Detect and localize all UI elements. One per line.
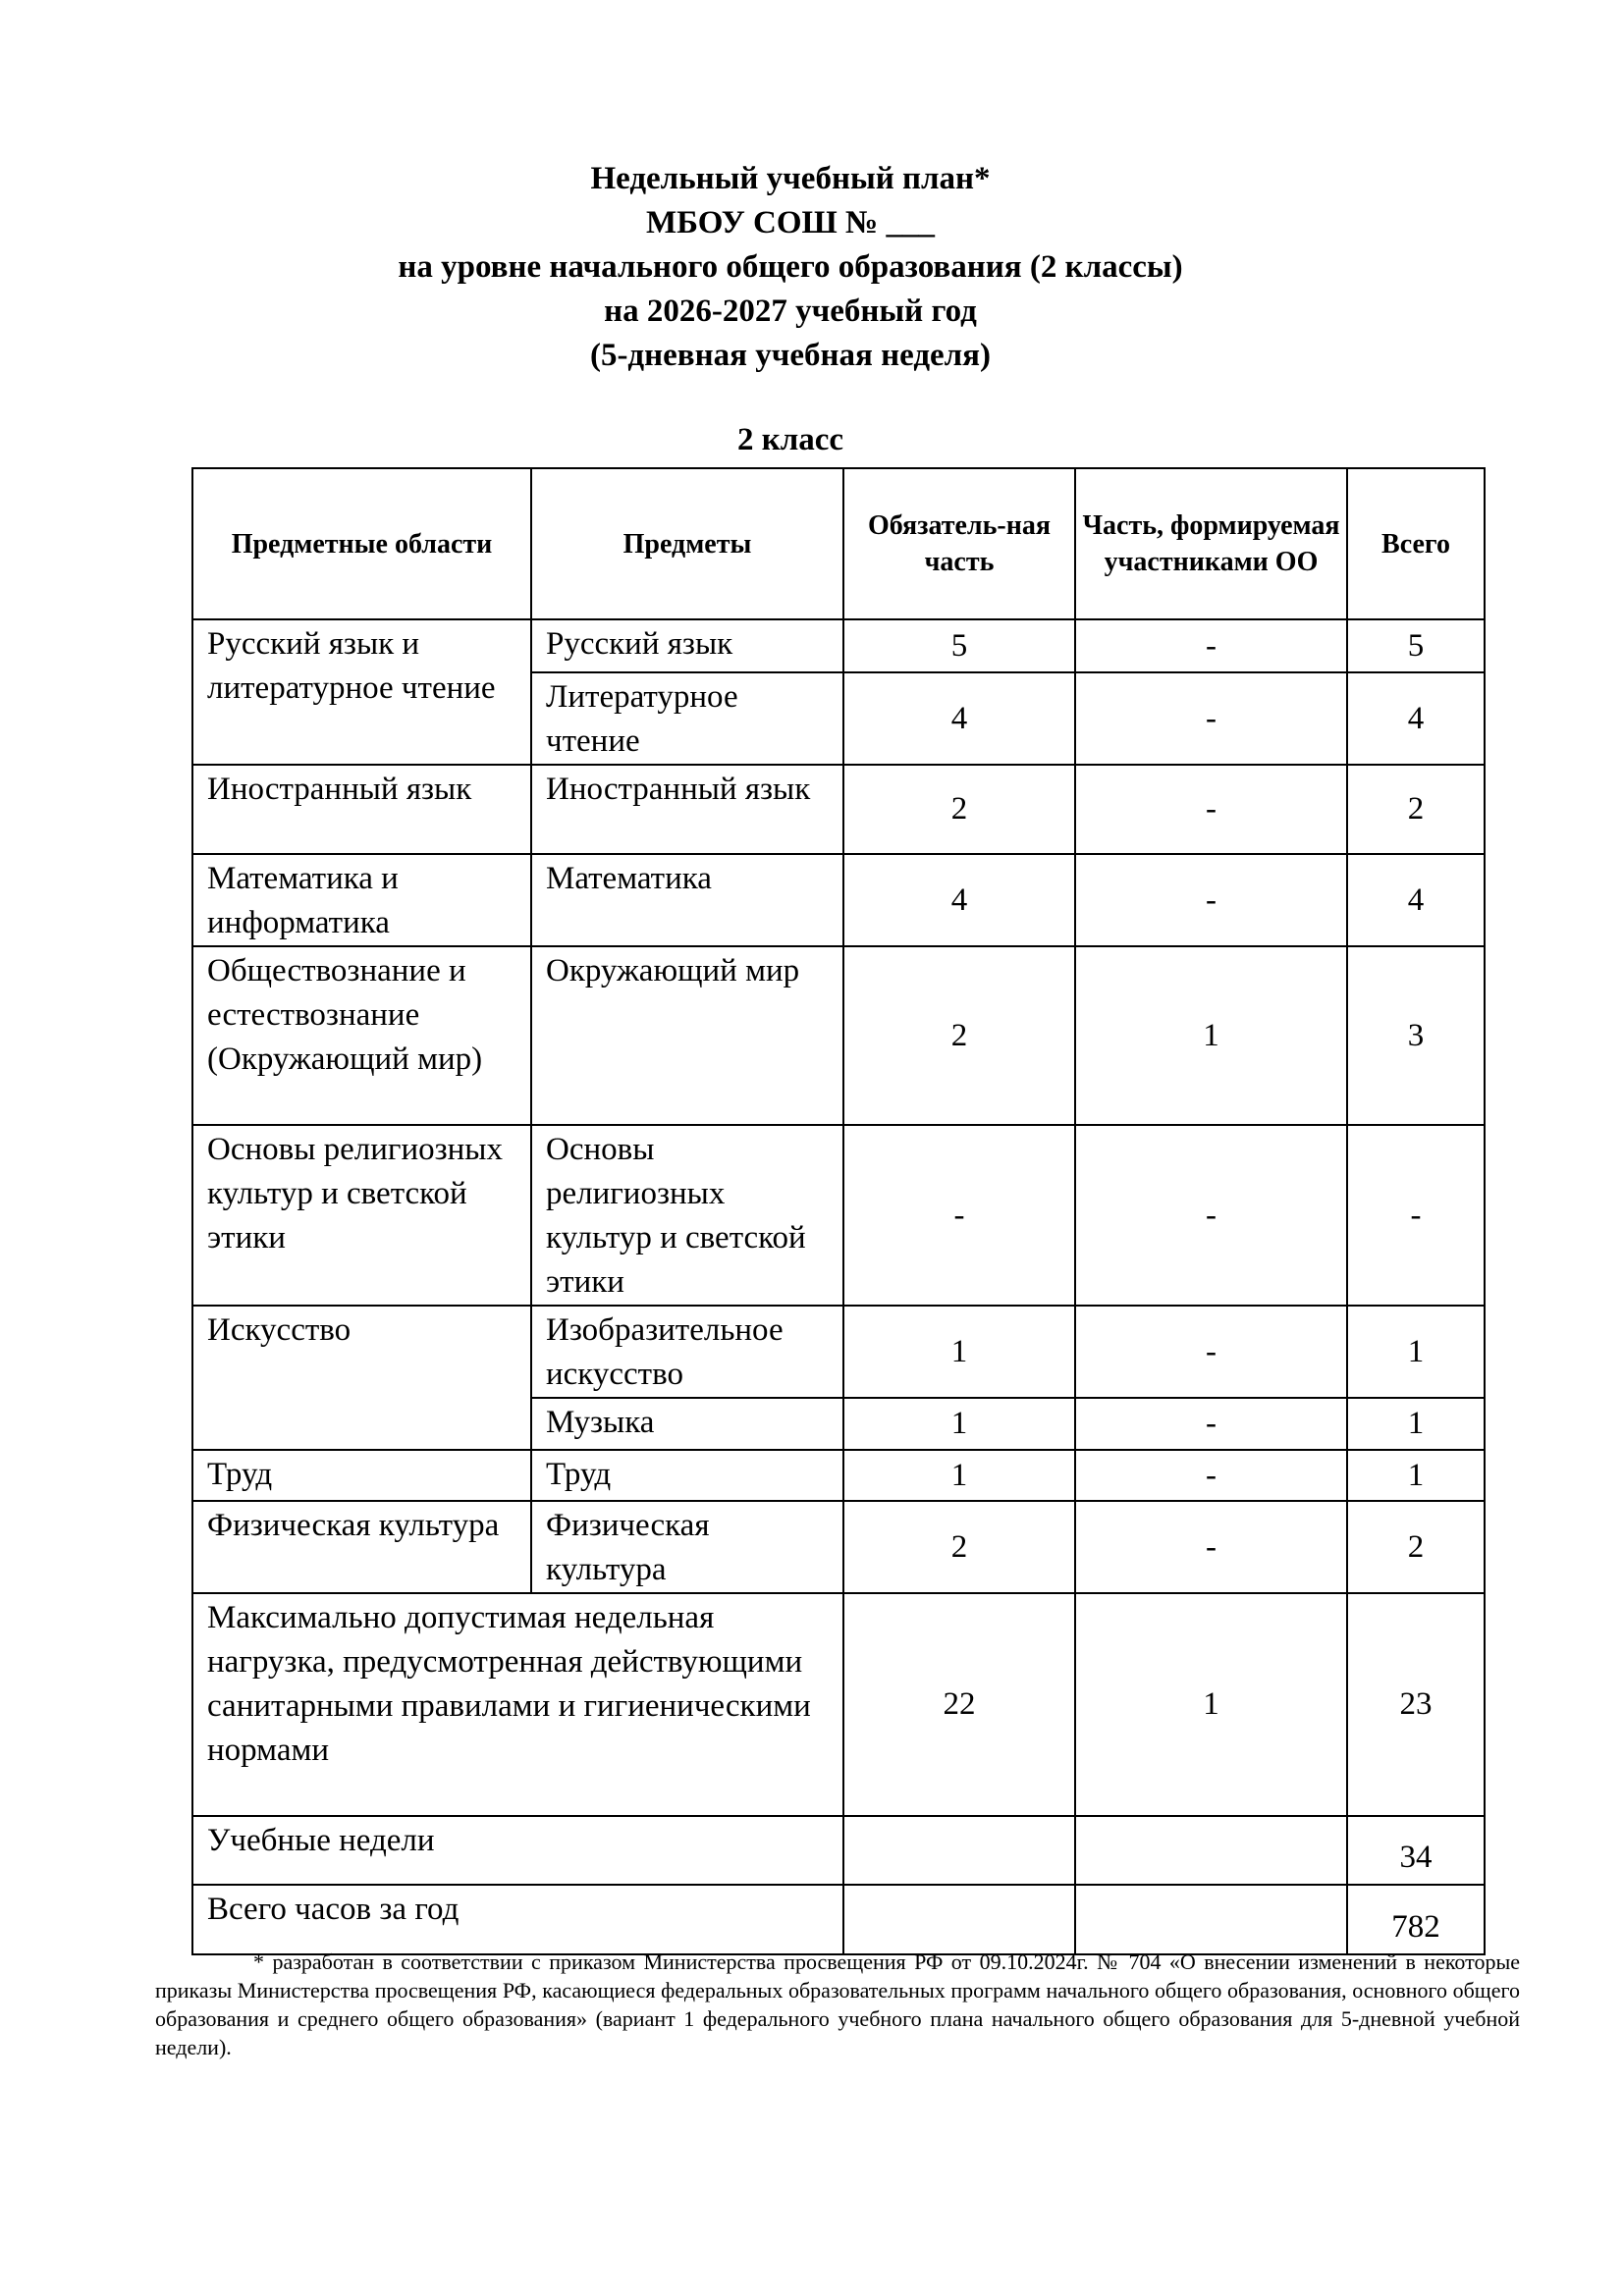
mandatory-cell: 2 — [842, 1500, 1076, 1594]
optional-cell: - — [1074, 853, 1348, 947]
total-cell: 34 — [1346, 1815, 1486, 1886]
subject-cell: Русский язык — [530, 618, 844, 673]
title-line: на 2026-2027 учебный год — [604, 294, 977, 329]
total-cell: - — [1346, 1124, 1486, 1307]
title-line: на уровне начального общего образования … — [398, 249, 1183, 285]
table-row: Физическая культура Физическая культура … — [191, 1500, 1486, 1594]
optional-cell: - — [1074, 618, 1348, 673]
optional-cell: - — [1074, 1397, 1348, 1451]
footnote-text: * разработан в соответствии с приказом М… — [155, 1949, 1520, 2059]
area-cell: Иностранный язык — [191, 764, 532, 855]
table-row: Обществознание и естествознание (Окружаю… — [191, 945, 1486, 1126]
total-cell: 3 — [1346, 945, 1486, 1126]
total-cell: 23 — [1346, 1592, 1486, 1817]
max-load-row: Максимально допустимая недельная нагрузк… — [191, 1592, 1486, 1817]
header-cell: Часть, формируемая участниками ОО — [1074, 467, 1348, 620]
title-line: Недельный учебный план* — [590, 161, 991, 196]
total-cell: 1 — [1346, 1397, 1486, 1451]
optional-cell: 1 — [1074, 945, 1348, 1126]
area-cell: Физическая культура — [191, 1500, 532, 1594]
mandatory-cell: 2 — [842, 764, 1076, 855]
table-row: Искусство Изобразительное искусство 1 - … — [191, 1305, 1486, 1451]
footnote: * разработан в соответствии с приказом М… — [155, 1948, 1520, 2061]
table-row: Труд Труд 1 - 1 — [191, 1449, 1486, 1502]
total-cell: 1 — [1346, 1449, 1486, 1502]
optional-cell: 1 — [1074, 1592, 1348, 1817]
empty-cell — [842, 1884, 1076, 1955]
optional-cell: - — [1074, 1449, 1348, 1502]
subject-cell: Окружающий мир — [530, 945, 844, 1126]
area-cell: Русский язык и литературное чтение — [191, 618, 532, 766]
area-cell: Математика и информатика — [191, 853, 532, 947]
optional-cell: - — [1074, 1500, 1348, 1594]
max-load-label: Максимально допустимая недельная нагрузк… — [191, 1592, 844, 1817]
year-total-label: Всего часов за год — [191, 1884, 844, 1955]
area-cell: Обществознание и естествознание (Окружаю… — [191, 945, 532, 1126]
optional-cell: - — [1074, 671, 1348, 766]
subject-cell: Изобразительное искусство — [530, 1305, 844, 1399]
area-cell: Труд — [191, 1449, 532, 1502]
subject-cell: Основы религиозных культур и светской эт… — [530, 1124, 844, 1307]
total-cell: 4 — [1346, 671, 1486, 766]
total-cell: 782 — [1346, 1884, 1486, 1955]
subject-cell: Физическая культура — [530, 1500, 844, 1594]
table-row: Русский язык и литературное чтение Русск… — [191, 618, 1486, 766]
title-line: МБОУ СОШ № ___ — [646, 205, 935, 240]
mandatory-cell: 1 — [842, 1305, 1076, 1399]
weeks-row: Учебные недели 34 — [191, 1815, 1486, 1886]
mandatory-cell: 2 — [842, 945, 1076, 1126]
curriculum-table: Предметные области Предметы Обязатель-на… — [191, 467, 1486, 1955]
header-cell: Обязатель-ная часть — [842, 467, 1076, 620]
mandatory-cell: 5 — [842, 618, 1076, 673]
header-cell: Предметы — [530, 467, 844, 620]
total-cell: 2 — [1346, 1500, 1486, 1594]
total-cell: 4 — [1346, 853, 1486, 947]
area-cell: Основы религиозных культур и светской эт… — [191, 1124, 532, 1307]
subject-cell: Иностранный язык — [530, 764, 844, 855]
subject-cell: Математика — [530, 853, 844, 947]
year-total-row: Всего часов за год 782 — [191, 1884, 1486, 1955]
table-row: Музыка 1 - 1 — [192, 1397, 1486, 1451]
table-row: Литературное чтение 4 - 4 — [192, 671, 1486, 766]
total-cell: 2 — [1346, 764, 1486, 855]
grade-heading: 2 класс — [736, 422, 844, 457]
subject-cell: Музыка — [530, 1397, 844, 1451]
empty-cell — [842, 1815, 1076, 1886]
subject-cell: Труд — [530, 1449, 844, 1502]
empty-cell — [1074, 1884, 1348, 1955]
table-row: Основы религиозных культур и светской эт… — [191, 1124, 1486, 1307]
header-cell: Всего — [1346, 467, 1486, 620]
document-title: Недельный учебный план* МБОУ СОШ № ___ н… — [0, 157, 1623, 378]
optional-cell: - — [1074, 1124, 1348, 1307]
subject-cell: Литературное чтение — [530, 671, 844, 766]
mandatory-cell: 4 — [842, 853, 1076, 947]
title-line: (5-дневная учебная неделя) — [589, 338, 992, 373]
empty-cell — [1074, 1815, 1348, 1886]
optional-cell: - — [1074, 1305, 1348, 1399]
total-cell: 5 — [1346, 618, 1486, 673]
table-header-row: Предметные области Предметы Обязатель-на… — [191, 467, 1486, 620]
total-cell: 1 — [1346, 1305, 1486, 1399]
mandatory-cell: 22 — [842, 1592, 1076, 1817]
header-cell: Предметные области — [191, 467, 532, 620]
mandatory-cell: 4 — [842, 671, 1076, 766]
area-cell: Искусство — [191, 1305, 532, 1451]
mandatory-cell: 1 — [842, 1449, 1076, 1502]
table-row: Математика и информатика Математика 4 - … — [191, 853, 1486, 947]
mandatory-cell: - — [842, 1124, 1076, 1307]
mandatory-cell: 1 — [842, 1397, 1076, 1451]
weeks-label: Учебные недели — [191, 1815, 844, 1886]
table-row: Иностранный язык Иностранный язык 2 - 2 — [191, 764, 1486, 855]
optional-cell: - — [1074, 764, 1348, 855]
